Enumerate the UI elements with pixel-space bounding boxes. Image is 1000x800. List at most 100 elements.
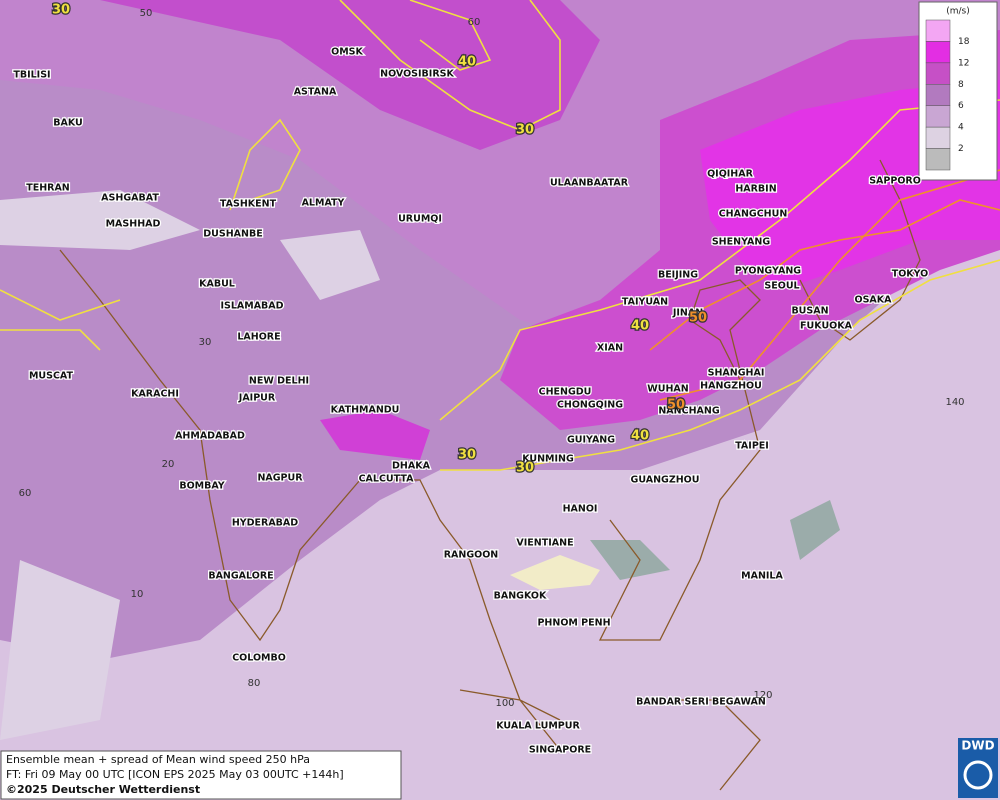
legend-tick: 18 [958,37,970,47]
city-label: BEIJING [658,270,698,281]
city-label: KABUL [199,279,235,290]
city-label: FUKUOKA [800,321,853,332]
contour-label: 50 [689,311,707,326]
city-label: PYONGYANG [735,266,801,277]
city-label: ULAANBAATAR [550,178,629,189]
city-label: SAPPORO [869,176,921,187]
city-label: MASHHAD [106,219,161,230]
city-label: BAKU [53,118,83,129]
grid-label: 10 [131,589,144,600]
grid-label: 30 [199,337,212,348]
city-label: DUSHANBE [203,229,262,240]
grid-label: 80 [248,678,261,689]
caption-line: Ensemble mean + spread of Mean wind spee… [6,753,310,766]
city-label: WUHAN [647,384,688,395]
legend-tick: 4 [958,123,964,133]
city-label: JINAN [672,308,703,319]
city-label: HYDERABAD [232,518,298,529]
city-label: COLOMBO [232,653,286,664]
contour-label: 40 [631,429,649,444]
city-label: MANILA [741,571,783,582]
city-label: HARBIN [735,184,776,195]
city-label: GUANGZHOU [631,475,700,486]
city-label: AHMADABAD [175,431,245,442]
city-label: JAIPUR [238,393,276,404]
legend-tick: 8 [958,80,964,90]
city-label: LAHORE [237,332,280,343]
legend-swatch [925,84,951,106]
city-label: CHANGCHUN [719,209,788,220]
city-label: SHENYANG [712,237,771,248]
contour-label: 40 [631,319,649,334]
contour-label: 30 [52,3,70,18]
city-label: TEHRAN [26,183,70,194]
legend-tick: 6 [958,101,964,111]
coastlines [59,159,921,791]
jet-south [320,410,430,460]
city-label: OSAKA [855,295,893,306]
city-label: BANDAR SERI BEGAWAN [636,697,766,708]
contour-label: 30 [516,123,534,138]
legend-swatch [925,105,951,128]
grid-label: 50 [140,8,153,19]
city-label: HANGZHOU [700,381,762,392]
city-label: TAIPEI [735,441,769,452]
city-label: KATHMANDU [331,405,400,416]
city-label: BOMBAY [179,481,224,492]
city-label: RANGOON [444,550,499,561]
calm-area [590,500,840,580]
contours-50 [649,169,1000,401]
city-label: BANGALORE [208,571,273,582]
legend-swatch [925,41,951,64]
city-label: CALCUTTA [359,474,415,485]
contour-label: 50 [667,398,685,413]
city-label: NEW DELHI [249,376,309,387]
grid-label: 100 [495,698,514,709]
city-label: CHONGQING [557,400,623,411]
logo: DWD [961,739,994,753]
city-label: XIAN [597,343,623,354]
city-label: ASTANA [294,87,337,98]
city-label: CHENGDU [539,387,592,398]
legend-unit: (m/s) [946,7,970,17]
city-label: NOVOSIBIRSK [380,69,454,80]
calm-area [0,190,380,740]
city-label: BUSAN [791,306,828,317]
city-label: PHNOM PENH [537,618,610,629]
city-label: TBILISI [13,70,50,81]
legend-swatch [925,62,951,85]
legend-swatch [925,126,951,149]
city-label: VIENTIANE [516,538,573,549]
city-label: QIQIHAR [707,169,754,180]
city-label: ASHGABAT [101,193,159,204]
legend-swatch [925,19,951,42]
grid-label: 20 [162,459,175,470]
city-label: ALMATY [302,198,345,209]
contours-30-40 [0,0,1000,471]
legend-tick: 2 [958,144,964,154]
city-label: GUIYANG [567,435,615,446]
city-label: ISLAMABAD [220,301,283,312]
grid-label: 60 [19,488,32,499]
city-label: SINGAPORE [529,745,591,756]
city-label: BANGKOK [494,591,547,602]
city-label: SHANGHAI [708,368,765,379]
city-label: TAIYUAN [622,297,668,308]
grid-label: 60 [468,17,481,28]
legend-tick: 12 [958,58,969,68]
caption-box [0,750,402,800]
city-label: TASHKENT [220,199,277,210]
logo-icon [963,760,993,790]
city-label: URUMQI [398,214,442,225]
city-label: KUNMING [522,454,574,465]
grid-label: 140 [945,397,964,408]
contour-label: 40 [458,55,476,70]
caption-line: ©2025 Deutscher Wetterdienst [6,783,200,796]
city-label: NANCHANG [658,406,719,417]
city-label: TOKYO [892,269,929,280]
city-label: MUSCAT [29,371,74,382]
calm-area [510,555,600,590]
city-label: NAGPUR [257,473,303,484]
